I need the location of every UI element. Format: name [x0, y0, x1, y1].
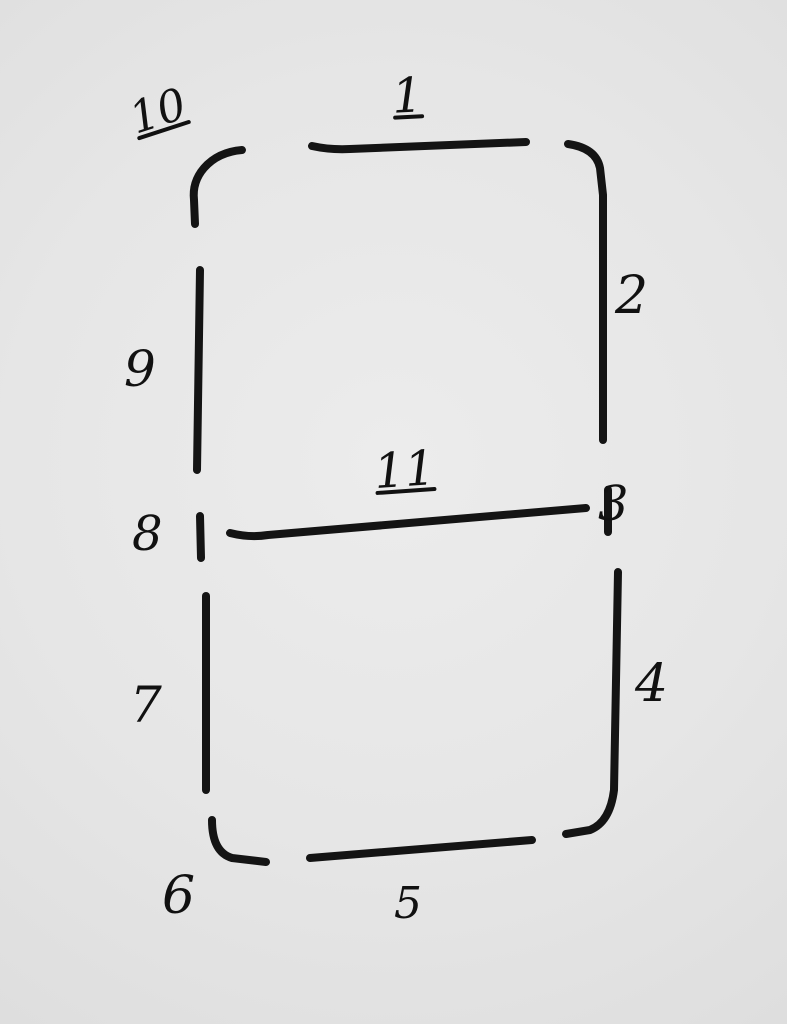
segment-5-stroke: [306, 836, 536, 862]
segment-4-label: 4: [635, 654, 669, 714]
segment-10-stroke: [189, 146, 246, 228]
segment-5-label: 5: [394, 878, 422, 929]
segment-4-stroke: [562, 568, 622, 838]
segment-9-stroke: [193, 266, 204, 474]
segment-2-stroke: [564, 140, 607, 444]
segment-2-label: 2: [615, 266, 649, 326]
segment-6-label: 6: [162, 866, 196, 926]
segment-11-stroke: [226, 504, 590, 541]
segment-8-stroke: [196, 512, 205, 562]
segment-3-label: 3: [598, 476, 629, 532]
segment-1-label: 1: [390, 67, 425, 125]
segment-7-label: 7: [130, 676, 162, 734]
segment-9-label: 9: [124, 340, 156, 398]
segment-1-stroke: [308, 138, 530, 154]
segment-6-stroke: [208, 816, 270, 866]
segment-8-label: 8: [132, 506, 163, 562]
segment-11-label: 11: [372, 439, 437, 501]
